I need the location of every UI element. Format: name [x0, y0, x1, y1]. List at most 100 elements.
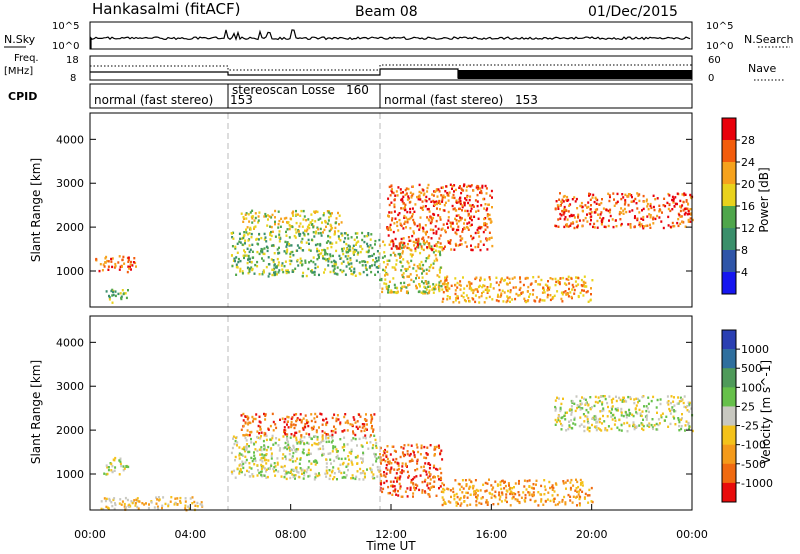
data-cell — [347, 250, 350, 254]
data-cell — [503, 481, 506, 484]
data-cell — [423, 285, 426, 289]
data-cell — [305, 219, 308, 222]
data-cell — [283, 475, 286, 479]
data-cell — [389, 253, 392, 257]
data-cell — [381, 459, 384, 462]
data-cell — [586, 220, 589, 223]
data-cell — [274, 223, 276, 226]
colorbar-frame — [721, 329, 737, 503]
data-cell — [681, 220, 684, 223]
data-cell — [583, 397, 586, 400]
data-cell — [298, 440, 301, 444]
data-cell — [367, 233, 370, 237]
data-cell — [263, 252, 266, 256]
data-cell — [564, 501, 567, 504]
data-cell — [435, 494, 438, 497]
cpid-label: CPID — [8, 90, 37, 103]
data-cell — [606, 429, 609, 432]
data-cell — [526, 290, 529, 293]
data-cell — [376, 465, 379, 469]
data-cell — [619, 398, 622, 402]
data-cell — [622, 196, 625, 199]
data-cell — [256, 449, 259, 453]
data-cell — [543, 479, 546, 482]
data-cell — [679, 215, 682, 218]
data-cell — [572, 495, 575, 498]
data-cell — [270, 216, 273, 219]
data-cell — [660, 416, 663, 419]
data-cell — [422, 290, 425, 293]
data-cell — [252, 475, 255, 478]
data-cell — [515, 286, 517, 289]
data-cell — [121, 289, 124, 292]
data-cell — [616, 192, 619, 196]
data-cell — [481, 496, 484, 499]
data-cell — [277, 223, 280, 226]
data-cell — [544, 500, 547, 503]
data-cell — [393, 210, 396, 213]
data-cell — [418, 223, 421, 226]
data-cell — [601, 218, 604, 221]
data-cell — [642, 424, 645, 428]
data-cell — [417, 244, 419, 247]
data-cell — [189, 497, 192, 500]
data-cell — [627, 223, 630, 226]
data-cell — [269, 232, 272, 235]
data-cell — [290, 433, 293, 436]
data-cell — [254, 263, 257, 267]
data-cell — [128, 505, 131, 508]
data-cell — [670, 401, 672, 405]
data-cell — [416, 458, 419, 461]
data-cell — [568, 420, 570, 423]
data-cell — [411, 234, 414, 238]
data-cell — [232, 237, 235, 240]
data-cell — [444, 245, 446, 248]
data-cell — [489, 492, 492, 495]
data-cell — [290, 425, 293, 429]
data-cell — [438, 288, 441, 291]
data-cell — [263, 474, 266, 477]
data-cell — [532, 491, 535, 494]
data-cell — [105, 255, 108, 259]
data-cell — [427, 207, 430, 211]
data-cell — [359, 272, 362, 276]
data-cell — [282, 435, 285, 438]
colorbar-swatch — [722, 425, 736, 445]
data-cell — [325, 258, 328, 262]
data-cell — [418, 228, 421, 231]
data-cell — [591, 500, 594, 504]
data-cell — [110, 501, 113, 504]
data-cell — [511, 492, 514, 496]
data-cell — [281, 466, 284, 469]
data-cell — [378, 265, 381, 268]
data-cell — [642, 200, 645, 203]
data-cell — [251, 415, 254, 419]
data-cell — [111, 257, 114, 260]
data-cell — [400, 286, 403, 290]
data-cell — [334, 427, 337, 431]
data-cell — [309, 452, 312, 455]
data-cell — [128, 503, 131, 506]
data-cell — [301, 274, 304, 278]
data-cell — [621, 193, 624, 196]
data-cell — [299, 458, 302, 461]
data-cell — [413, 486, 415, 489]
data-cell — [409, 459, 412, 463]
data-cell — [317, 447, 320, 451]
data-cell — [328, 216, 331, 219]
data-cell — [303, 474, 306, 477]
data-cell — [360, 429, 363, 433]
data-cell — [343, 415, 346, 419]
data-cell — [264, 236, 267, 239]
data-cell — [292, 444, 295, 448]
data-cell — [323, 212, 325, 215]
data-cell — [263, 446, 266, 449]
data-cell — [441, 482, 444, 485]
data-cell — [581, 490, 584, 493]
data-cell — [246, 233, 249, 236]
data-cell — [423, 192, 426, 195]
data-cell — [588, 494, 591, 497]
data-cell — [274, 266, 277, 269]
data-cell — [432, 228, 435, 232]
